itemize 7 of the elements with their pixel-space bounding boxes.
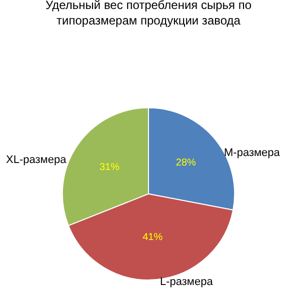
data-label: 41% (142, 232, 163, 244)
slice-label: XL-размера (6, 154, 68, 166)
data-label: 31% (99, 162, 120, 173)
chart-title: Удельный вес потребления сырья по типоразмерам продукции завода (45, 0, 252, 28)
slice-label: L-размера (160, 276, 214, 288)
slice-label: M-размера (224, 147, 281, 159)
data-label: 28% (176, 157, 196, 168)
